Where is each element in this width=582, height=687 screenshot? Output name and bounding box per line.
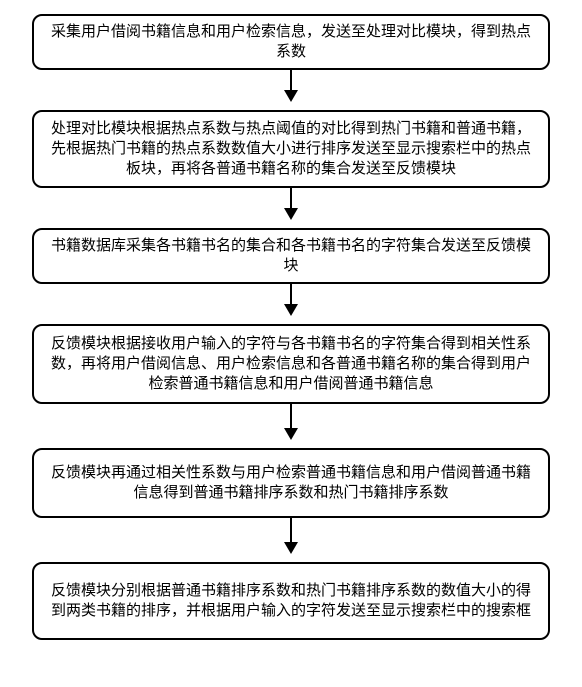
- flow-node-1-text: 采集用户借阅书籍信息和用户检索信息，发送至处理对比模块，得到热点系数: [48, 22, 534, 63]
- flow-arrow-3-4: [290, 284, 292, 314]
- flow-arrow-4-5: [290, 404, 292, 438]
- flow-node-1: 采集用户借阅书籍信息和用户检索信息，发送至处理对比模块，得到热点系数: [32, 14, 550, 70]
- flow-node-3: 书籍数据库采集各书籍书名的集合和各书籍书名的字符集合发送至反馈模块: [32, 228, 550, 284]
- flow-node-2-text: 处理对比模块根据热点系数与热点阈值的对比得到热门书籍和普通书籍，先根据热门书籍的…: [48, 119, 534, 180]
- flow-arrow-1-2: [290, 70, 292, 100]
- flow-arrow-5-6: [290, 518, 292, 552]
- flow-node-4-text: 反馈模块根据接收用户输入的字符与各书籍书名的字符集合得到相关性系数，再将用户借阅…: [48, 334, 534, 395]
- flow-node-5: 反馈模块再通过相关性系数与用户检索普通书籍信息和用户借阅普通书籍信息得到普通书籍…: [32, 448, 550, 518]
- flow-node-6: 反馈模块分别根据普通书籍排序系数和热门书籍排序系数的数值大小的得到两类书籍的排序…: [32, 562, 550, 640]
- flow-node-3-text: 书籍数据库采集各书籍书名的集合和各书籍书名的字符集合发送至反馈模块: [48, 236, 534, 277]
- flowchart-canvas: 采集用户借阅书籍信息和用户检索信息，发送至处理对比模块，得到热点系数 处理对比模…: [0, 0, 582, 687]
- flow-node-2: 处理对比模块根据热点系数与热点阈值的对比得到热门书籍和普通书籍，先根据热门书籍的…: [32, 110, 550, 188]
- flow-node-6-text: 反馈模块分别根据普通书籍排序系数和热门书籍排序系数的数值大小的得到两类书籍的排序…: [48, 581, 534, 622]
- flow-node-4: 反馈模块根据接收用户输入的字符与各书籍书名的字符集合得到相关性系数，再将用户借阅…: [32, 324, 550, 404]
- flow-arrow-2-3: [290, 188, 292, 218]
- flow-node-5-text: 反馈模块再通过相关性系数与用户检索普通书籍信息和用户借阅普通书籍信息得到普通书籍…: [48, 463, 534, 504]
